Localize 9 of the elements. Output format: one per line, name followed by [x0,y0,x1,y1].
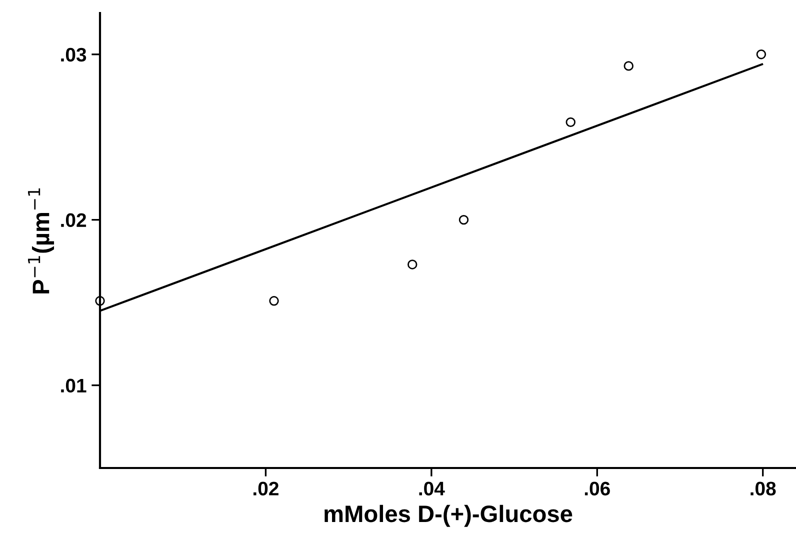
y-tick-label: .03 [61,48,86,62]
x-tick-label: .02 [254,482,278,496]
y-tick-label: .01 [61,378,86,393]
x-tick-label: .06 [584,482,610,496]
y-axis-title: P$^{−1}$(µm$^{−1}$ [28,188,54,294]
x-tick-label: .08 [750,482,776,496]
y-tick-label: .02 [61,213,86,228]
x-axis-title: mMoles D-(+)-Glucose [324,504,572,527]
x-tick-label: .04 [419,482,445,496]
